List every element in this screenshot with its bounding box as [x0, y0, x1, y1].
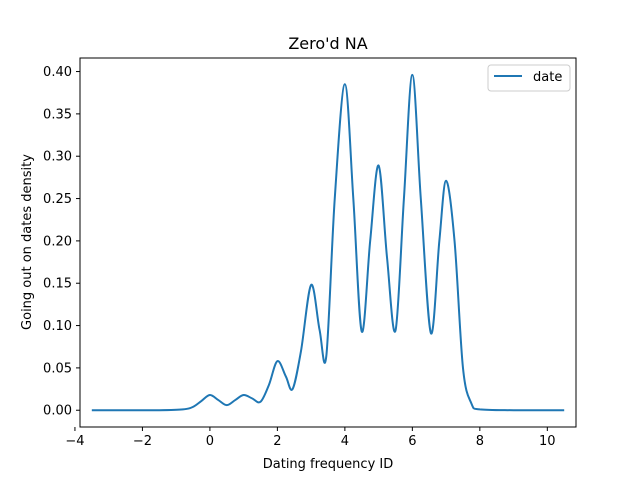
- plot-frame: [79, 57, 577, 428]
- legend-label-date: date: [533, 70, 562, 85]
- x-tick-label: 4: [341, 434, 349, 449]
- x-tick-label: −2: [133, 434, 152, 449]
- y-tick-label: 0.10: [43, 319, 72, 334]
- y-axis-ticks: 0.00 0.05 0.10 0.15 0.20 0.25 0.30 0.35 0.40: [43, 65, 80, 419]
- x-tick-label: −4: [65, 434, 84, 449]
- x-tick-label: 2: [273, 434, 281, 449]
- x-tick-label: 0: [206, 434, 214, 449]
- x-axis-ticks: −4 −2 0 2 4 6 8 10: [65, 427, 556, 449]
- y-tick-label: 0.15: [43, 277, 72, 292]
- y-tick-label: 0.05: [43, 361, 72, 376]
- plot-area: [91, 73, 565, 412]
- y-tick-label: 0.25: [43, 192, 72, 207]
- series-line-date: [91, 73, 565, 412]
- y-tick-label: 0.40: [43, 65, 72, 80]
- chart-title: Zero'd NA: [288, 34, 367, 53]
- legend-box: [487, 64, 571, 92]
- y-tick-label: 0.35: [43, 107, 72, 122]
- x-tick-label: 8: [476, 434, 484, 449]
- x-tick-label: 10: [539, 434, 556, 449]
- legend: date: [487, 64, 571, 92]
- x-axis-label: Dating frequency ID: [263, 457, 394, 472]
- y-axis-label: Going out on dates density: [20, 154, 35, 330]
- y-tick-label: 0.20: [43, 234, 72, 249]
- y-tick-label: 0.00: [43, 404, 72, 419]
- y-tick-label: 0.30: [43, 150, 72, 165]
- x-tick-label: 6: [408, 434, 416, 449]
